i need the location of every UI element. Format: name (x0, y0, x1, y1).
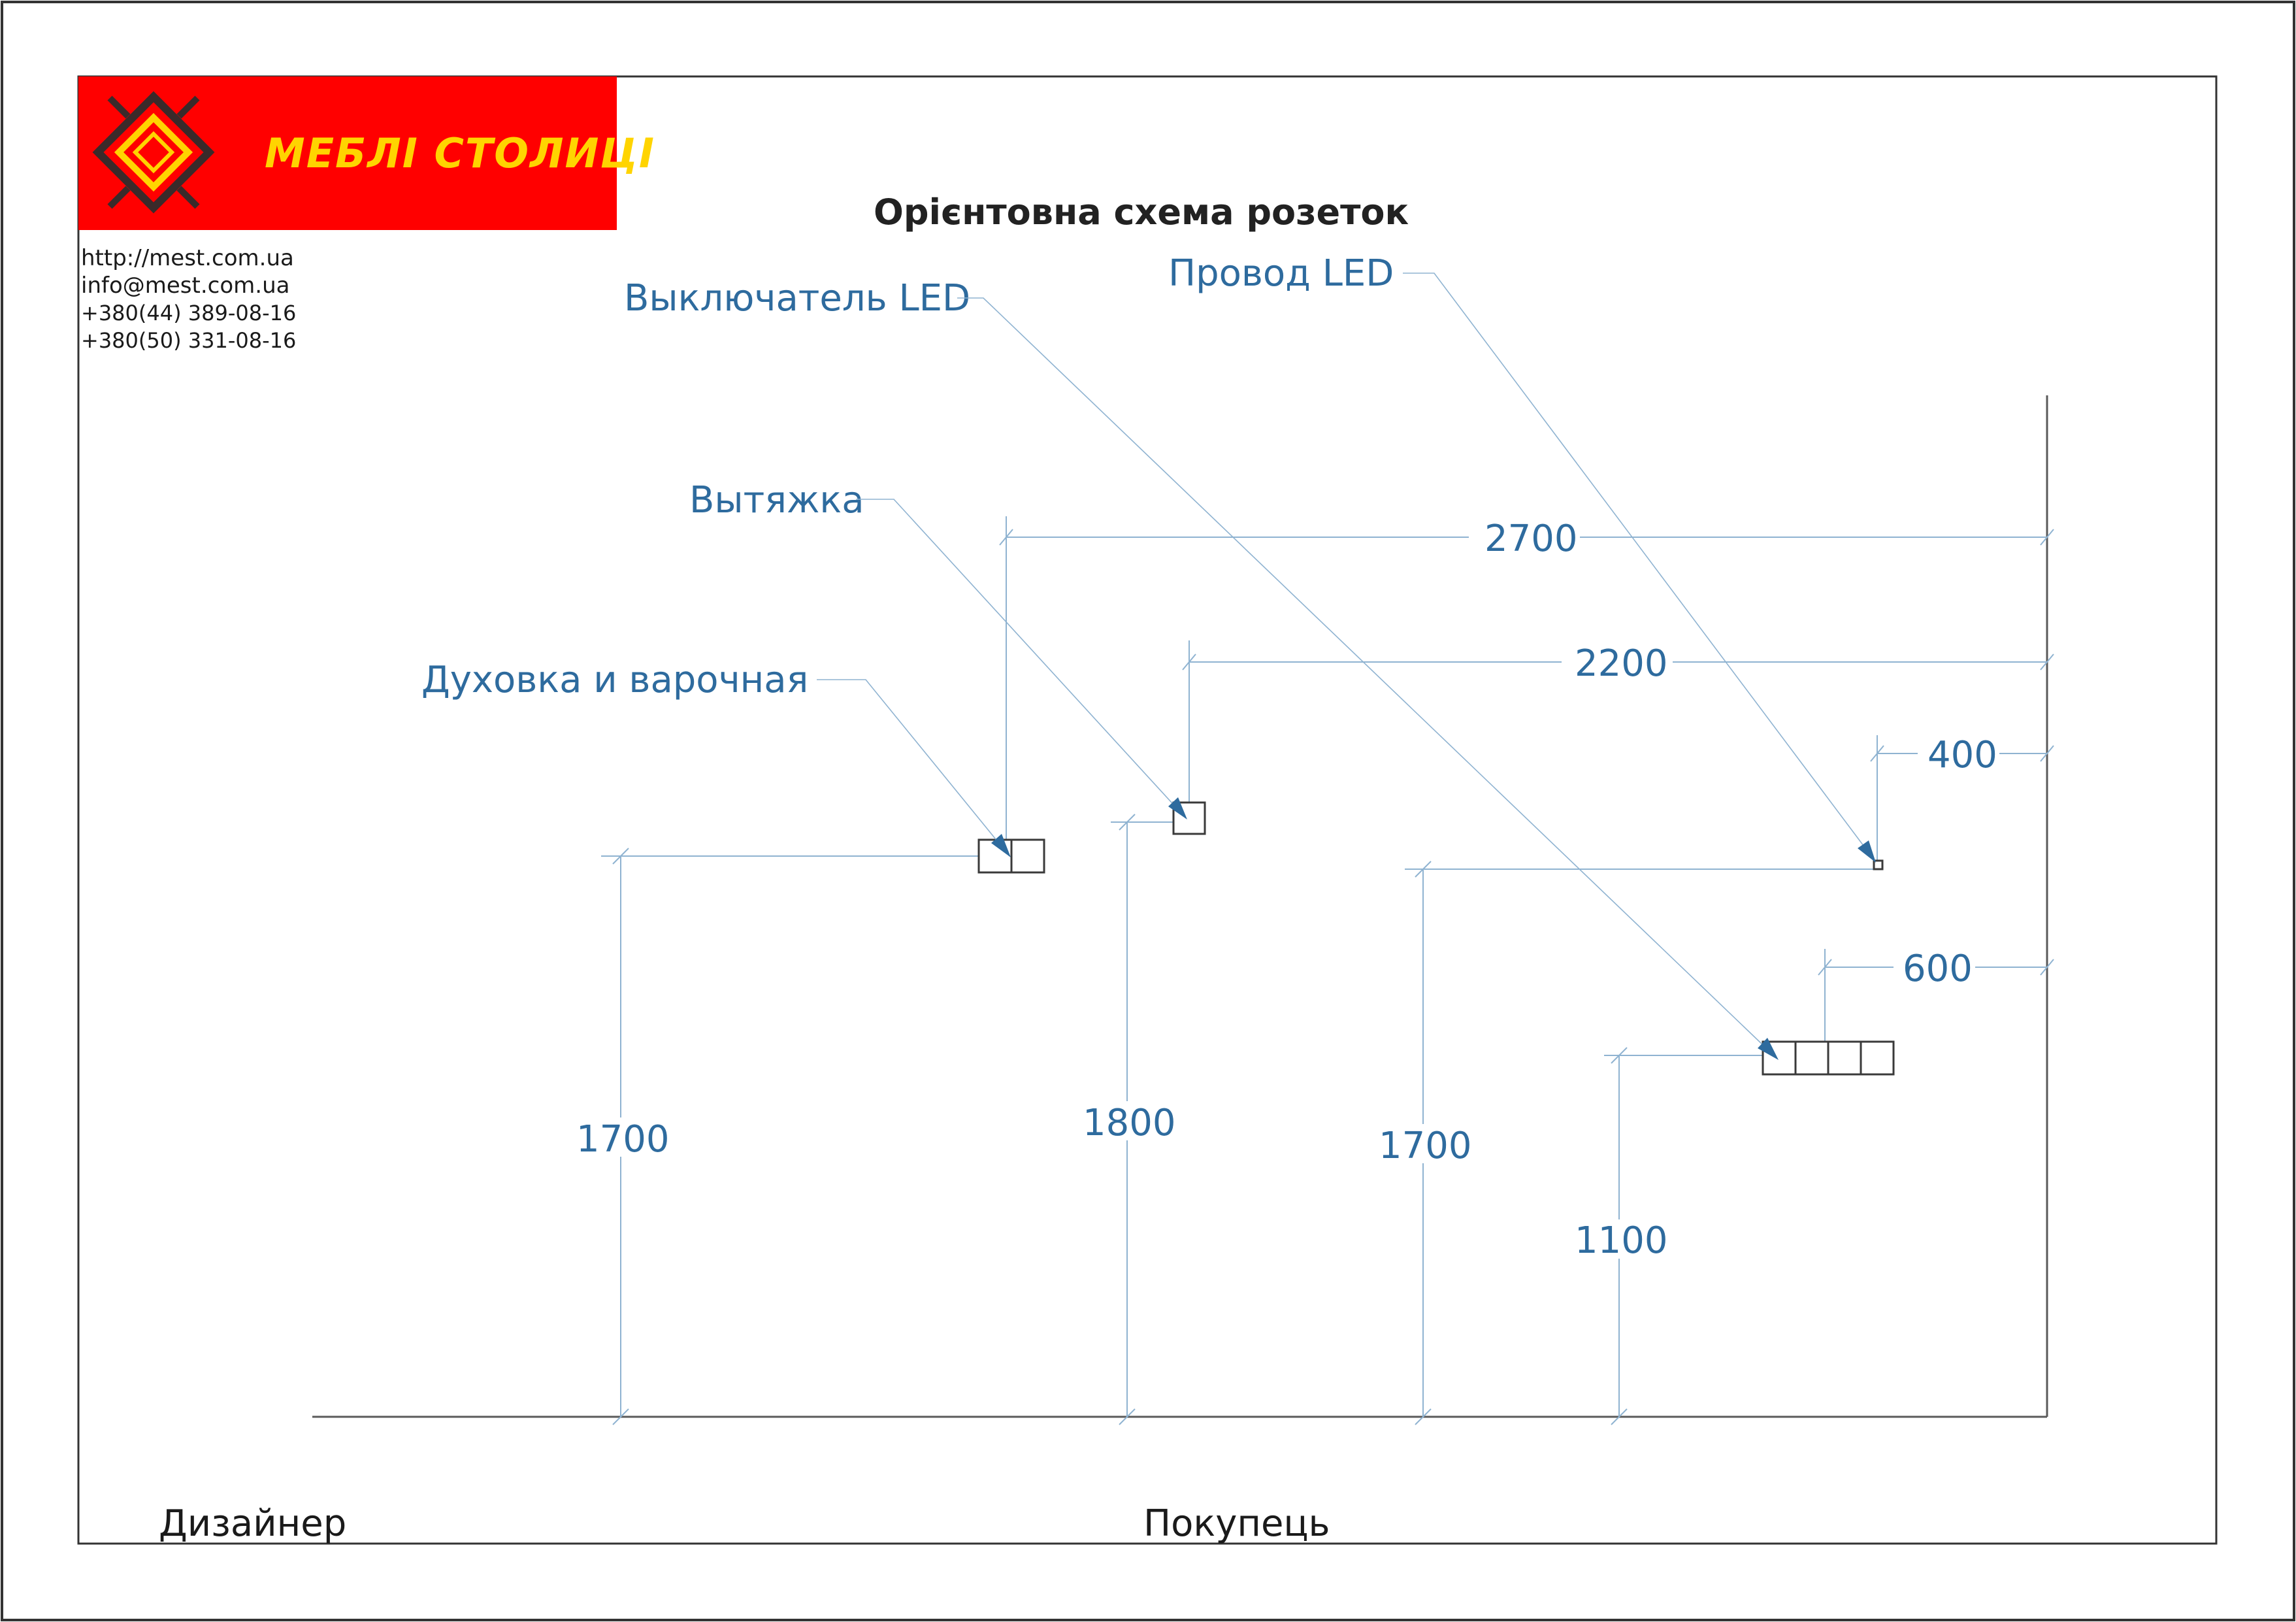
dimension-400: 400 (1870, 734, 2054, 866)
logo-emblem-icon (92, 91, 215, 214)
dimension-label-1800: 1800 (1083, 1102, 1176, 1144)
arrow-icon (1168, 797, 1187, 819)
callout-wire-led: Провод LED (1168, 252, 1876, 863)
dimension-1100: 1100 (1571, 1047, 1829, 1425)
dimension-2200: 2200 (1182, 640, 2054, 808)
dimension-1800: 1800 (1079, 814, 1177, 1425)
buyer-label: Покупець (1143, 1502, 1330, 1545)
dimension-label-2200: 2200 (1575, 642, 1668, 685)
socket-oven-hob (977, 838, 1045, 874)
socket-wire-led (1873, 859, 1884, 870)
callout-oven-hob-label: Духовка и варочная (421, 659, 808, 701)
dimension-label-1700-left: 1700 (576, 1118, 670, 1161)
callout-wire-led-label: Провод LED (1168, 252, 1394, 295)
contacts: http://mest.com.ua info@mest.com.ua +380… (81, 245, 296, 353)
contact-email: info@mest.com.ua (81, 273, 289, 299)
callout-hood: Вытяжка (689, 479, 1187, 819)
dimension-1700-left: 1700 (573, 848, 1000, 1425)
drawing-title: Орієнтовна схема розеток (874, 191, 1409, 233)
callout-hood-label: Вытяжка (689, 479, 864, 521)
dimension-label-2700: 2700 (1484, 518, 1578, 560)
socket-block-four (1762, 1040, 1895, 1076)
contact-phone-2: +380(50) 331-08-16 (81, 328, 296, 353)
callout-switch-led-label: Выключатель LED (624, 277, 970, 320)
arrow-icon (1758, 1038, 1779, 1060)
dimension-2700: 2700 (999, 516, 2054, 856)
logo-brand-text: МЕБЛІ СТОЛИЦІ (265, 129, 655, 177)
arrow-icon (1858, 840, 1876, 863)
contact-website: http://mest.com.ua (81, 245, 294, 271)
arrow-icon (991, 834, 1011, 857)
callout-switch-led: Выключатель LED (624, 277, 1779, 1060)
dimension-1700-right: 1700 (1375, 861, 1882, 1425)
designer-label: Дизайнер (159, 1502, 346, 1545)
dimension-label-1100: 1100 (1575, 1219, 1668, 1262)
logo: МЕБЛІ СТОЛИЦІ (78, 76, 655, 230)
inner-frame (77, 75, 2218, 1545)
callout-oven-hob: Духовка и варочная (421, 659, 1011, 857)
dimension-label-600: 600 (1903, 948, 1973, 990)
dimension-600: 600 (1818, 948, 2054, 1055)
dimension-label-1700-right: 1700 (1379, 1125, 1472, 1167)
dimension-label-400: 400 (1927, 734, 1997, 776)
contact-phone-1: +380(44) 389-08-16 (81, 301, 296, 325)
